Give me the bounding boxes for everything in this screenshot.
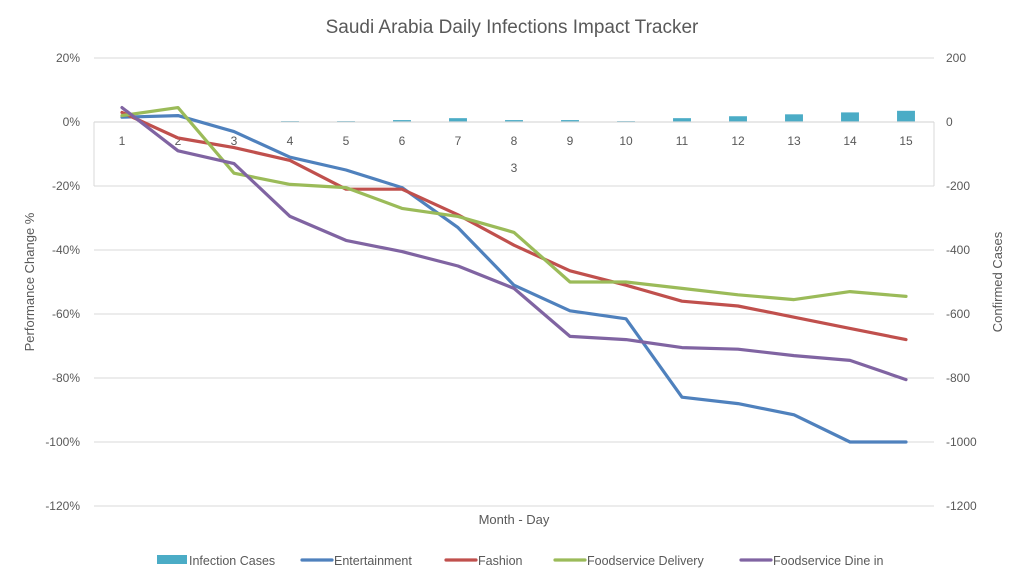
y2-tick-label: -600 xyxy=(946,307,970,321)
category-axis: 1 2 3 4 5 6 7 8 9 10 11 12 13 14 15 xyxy=(93,121,935,186)
legend-swatch xyxy=(157,555,187,564)
y-tick-label: 0% xyxy=(63,115,81,129)
y-tick-label: -120% xyxy=(45,499,80,513)
y-tick-label: -40% xyxy=(52,243,80,257)
x-tick-label: 14 xyxy=(843,134,857,148)
bar-infection-cases xyxy=(393,120,411,122)
y-tick-label: 20% xyxy=(56,51,80,65)
y2-tick-label: -1000 xyxy=(946,435,977,449)
line-foodservice-dine-in xyxy=(120,105,908,382)
y-axis-left: 20% 0% -20% -40% -60% -80% -100% -120% xyxy=(45,51,80,513)
line-entertainment xyxy=(120,113,908,444)
x-tick-label: 10 xyxy=(619,134,633,148)
line-series xyxy=(120,105,908,444)
y2-tick-label: 0 xyxy=(946,115,953,129)
gridlines xyxy=(94,57,934,507)
y-tick-label: -20% xyxy=(52,179,80,193)
chart-title: Saudi Arabia Daily Infections Impact Tra… xyxy=(326,17,699,38)
x-tick-label: 5 xyxy=(343,134,350,148)
x-tick-label: 3 xyxy=(231,134,238,148)
y2-tick-label: -200 xyxy=(946,179,970,193)
bar-infection-cases xyxy=(673,118,691,122)
line-foodservice-delivery xyxy=(120,105,908,302)
y-axis-title: Performance Change % xyxy=(22,212,37,351)
y2-tick-label: -800 xyxy=(946,371,970,385)
line-fashion xyxy=(120,110,908,342)
legend-label: Infection Cases xyxy=(189,554,275,568)
bar-series xyxy=(281,110,915,122)
bar-infection-cases xyxy=(897,110,915,122)
x-tick-label: 15 xyxy=(899,134,913,148)
y2-tick-label: 200 xyxy=(946,51,966,65)
bar-infection-cases xyxy=(449,118,467,122)
bar-infection-cases xyxy=(505,120,523,122)
y2-tick-label: -400 xyxy=(946,243,970,257)
x-tick-label: 7 xyxy=(455,134,462,148)
legend: Infection Cases Entertainment Fashion Foods… xyxy=(157,554,884,568)
x-tick-label: 9 xyxy=(567,134,574,148)
y-axis-right: 200 0 -200 -400 -600 -800 -1000 -1200 xyxy=(946,51,977,513)
x-tick-label: 1 xyxy=(119,134,126,148)
x-tick-label: 8 xyxy=(511,134,518,148)
x-tick-label: 2 xyxy=(175,134,182,148)
x-tick-label: 12 xyxy=(731,134,745,148)
bar-infection-cases xyxy=(561,120,579,122)
x-tick-label: 13 xyxy=(787,134,801,148)
legend-label: Foodservice Dine in xyxy=(773,554,884,568)
x-tick-label: 11 xyxy=(676,134,689,148)
y2-axis-title: Confirmed Cases xyxy=(990,231,1005,332)
x-tick-label: 4 xyxy=(287,134,294,148)
month-label: 3 xyxy=(511,161,518,175)
y-tick-label: -60% xyxy=(52,307,80,321)
legend-label: Fashion xyxy=(478,554,523,568)
y2-tick-label: -1200 xyxy=(946,499,977,513)
legend-label: Foodservice Delivery xyxy=(587,554,704,568)
y-tick-label: -100% xyxy=(45,435,80,449)
bar-infection-cases xyxy=(841,112,859,122)
x-axis-title: Month - Day xyxy=(479,512,550,527)
x-tick-label: 6 xyxy=(399,134,406,148)
bar-infection-cases xyxy=(785,114,803,122)
y-tick-label: -80% xyxy=(52,371,80,385)
legend-label: Entertainment xyxy=(334,554,412,568)
bar-infection-cases xyxy=(729,116,747,122)
